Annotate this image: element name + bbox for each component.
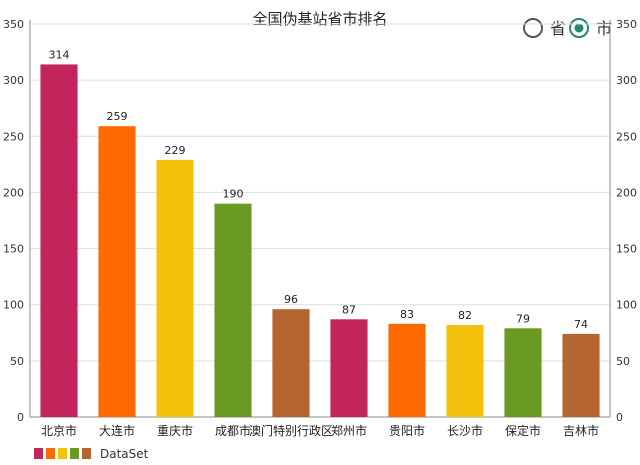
bar-value-label: 190 <box>223 188 244 201</box>
legend-swatch <box>46 448 55 459</box>
legend-swatch <box>58 448 67 459</box>
y-tick-label-right: 50 <box>616 355 630 368</box>
y-tick-label-left: 350 <box>3 18 24 31</box>
y-tick-label-left: 100 <box>3 299 24 312</box>
bar-value-label: 83 <box>400 308 414 321</box>
bar <box>214 203 252 417</box>
legend-swatch <box>34 448 43 459</box>
bar <box>98 126 136 418</box>
bar-value-label: 79 <box>516 312 530 325</box>
y-tick-label-right: 150 <box>616 243 637 256</box>
x-tick-label: 保定市 <box>505 423 541 438</box>
chart-title: 全国伪基站省市排名 <box>252 10 387 28</box>
bars: 314 259 229 190 96 87 83 82 79 74 <box>40 48 600 418</box>
bar <box>388 323 426 417</box>
legend-swatch <box>82 448 91 459</box>
bar-value-label: 259 <box>107 110 128 123</box>
y-axis-left-ticks: 0 50 100 150 200 250 300 350 <box>3 18 24 424</box>
radio-city-icon[interactable] <box>569 18 589 38</box>
x-tick-label: 长沙市 <box>447 423 483 438</box>
y-tick-label-right: 300 <box>616 74 637 87</box>
x-tick-label: 成都市 <box>215 423 251 438</box>
y-axis-right-ticks: 0 50 100 150 200 250 300 350 <box>616 18 637 424</box>
y-tick-label-right: 250 <box>616 130 637 143</box>
x-tick-label: 吉林市 <box>563 423 599 438</box>
bar <box>40 64 78 418</box>
bar-value-label: 229 <box>165 144 186 157</box>
bar-value-label: 96 <box>284 293 298 306</box>
radio-province-label[interactable]: 省 <box>550 19 566 38</box>
legend-swatch <box>70 448 79 459</box>
y-tick-label-left: 0 <box>17 411 24 424</box>
y-tick-label-right: 100 <box>616 299 637 312</box>
x-tick-label: 大连市 <box>99 423 135 438</box>
bar <box>272 309 310 417</box>
radio-city-selected-dot <box>574 23 584 33</box>
y-tick-label-left: 300 <box>3 74 24 87</box>
x-tick-label: 重庆市 <box>157 423 193 438</box>
radio-option-province[interactable]: 省 <box>523 18 566 38</box>
y-tick-label-left: 50 <box>10 355 24 368</box>
y-tick-label-right: 350 <box>616 18 637 31</box>
x-tick-label: 澳门特别行政区 <box>249 423 333 438</box>
bar <box>562 333 600 417</box>
legend-label: DataSet <box>100 447 149 461</box>
x-tick-label: 北京市 <box>41 423 77 438</box>
bar <box>330 319 368 417</box>
bar-value-label: 74 <box>574 318 588 331</box>
y-tick-label-left: 200 <box>3 186 24 199</box>
bar-value-label: 82 <box>458 309 472 322</box>
province-city-toggle[interactable]: 省 市 <box>523 18 612 38</box>
bar <box>504 328 542 417</box>
bar <box>156 159 194 417</box>
legend: DataSet <box>34 447 149 461</box>
y-tick-label-right: 200 <box>616 186 637 199</box>
bar-value-label: 314 <box>49 48 70 61</box>
bar-value-label: 87 <box>342 303 356 316</box>
y-tick-label-left: 250 <box>3 130 24 143</box>
radio-province-icon[interactable] <box>523 18 543 38</box>
bar <box>446 324 484 417</box>
y-tick-label-left: 150 <box>3 243 24 256</box>
radio-option-city[interactable]: 市 <box>569 18 612 38</box>
x-tick-label: 贵阳市 <box>389 423 425 438</box>
x-tick-label: 郑州市 <box>331 423 367 438</box>
y-tick-label-right: 0 <box>616 411 623 424</box>
